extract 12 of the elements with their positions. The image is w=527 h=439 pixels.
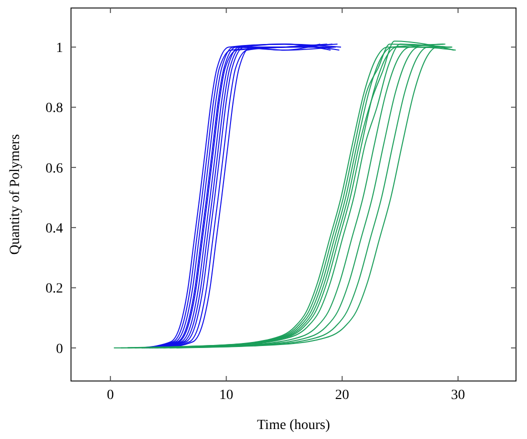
x-axis-title: Time (hours) — [257, 418, 330, 433]
x-tick-label: 30 — [451, 388, 466, 403]
x-tick-label: 20 — [335, 388, 350, 403]
x-tick-label: 10 — [219, 388, 234, 403]
x-tick-label: 0 — [106, 388, 114, 403]
y-tick-label: 0.6 — [46, 161, 63, 176]
y-tick-label: 1 — [56, 41, 63, 56]
y-tick-label: 0.4 — [46, 221, 63, 236]
y-tick-label: 0 — [56, 342, 63, 357]
y-axis-title: Quantity of Polymers — [8, 134, 23, 255]
y-tick-label: 0.2 — [46, 282, 63, 297]
y-tick-label: 0.8 — [46, 101, 63, 116]
